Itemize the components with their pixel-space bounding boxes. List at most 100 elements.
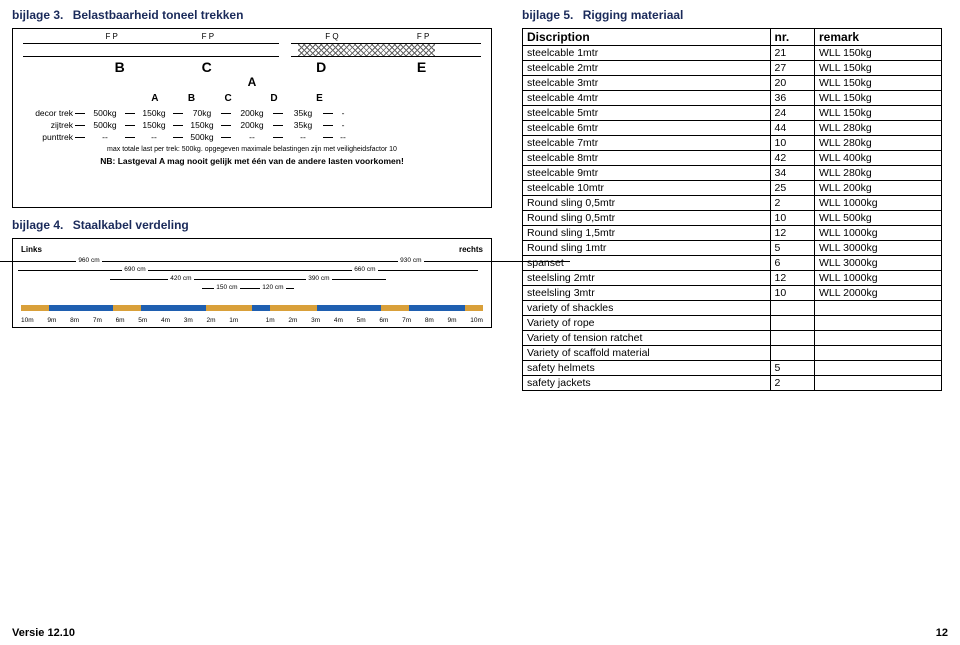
fq-label: F Q (325, 32, 338, 41)
table-cell: 34 (770, 166, 814, 181)
table-cell: Variety of scaffold material (523, 346, 771, 361)
dim-label: 660 cm (352, 266, 377, 273)
col-header: A (151, 93, 158, 104)
bijlage4-heading: bijlage 4. Staalkabel verdeling (12, 218, 492, 232)
table-row: steelsling 3mtr10WLL 2000kg (523, 286, 942, 301)
footer-version: Versie 12.10 (12, 627, 75, 639)
table-row: Variety of tension ratchet (523, 331, 942, 346)
ruler-tick: 4m (161, 317, 170, 324)
table-cell: Round sling 0,5mtr (523, 211, 771, 226)
ruler-tick: 6m (379, 317, 388, 324)
table-cell: 5 (770, 241, 814, 256)
fp-label: F P (105, 32, 117, 41)
load-cell: 150kg (183, 120, 221, 130)
load-cell: -- (85, 132, 125, 142)
links-label: Links (21, 245, 42, 254)
load-cell: -- (283, 132, 323, 142)
table-cell: steelcable 2mtr (523, 61, 771, 76)
table-cell: 24 (770, 106, 814, 121)
table-row: steelcable 1mtr21WLL 150kg (523, 46, 942, 61)
rechts-label: rechts (459, 245, 483, 254)
ruler-tick: 8m (425, 317, 434, 324)
big-letter: E (417, 59, 426, 75)
dim-label: 960 cm (76, 257, 101, 264)
load-cell: - (333, 108, 353, 118)
table-cell: 10 (770, 211, 814, 226)
table-cell: WLL 280kg (815, 121, 942, 136)
table-cell: steelcable 7mtr (523, 136, 771, 151)
table-cell: steelcable 8mtr (523, 151, 771, 166)
table-cell: 12 (770, 271, 814, 286)
table-cell: 10 (770, 136, 814, 151)
load-cell: -- (231, 132, 273, 142)
table-row: Round sling 0,5mtr10WLL 500kg (523, 211, 942, 226)
load-cell: 200kg (231, 108, 273, 118)
ruler-tick: 10m (470, 317, 483, 324)
table-cell: WLL 3000kg (815, 256, 942, 271)
bar-segment (113, 305, 141, 311)
table-cell (770, 346, 814, 361)
table-cell: 6 (770, 256, 814, 271)
bijlage4-prefix: bijlage 4. (12, 218, 63, 232)
table-row: safety helmets5 (523, 361, 942, 376)
ruler-tick: 2m (288, 317, 297, 324)
bijlage5-heading: bijlage 5. Rigging materiaal (522, 8, 942, 22)
table-cell: steelcable 10mtr (523, 181, 771, 196)
big-letter: D (316, 59, 326, 75)
ruler-tick: 5m (138, 317, 147, 324)
center-a: A (23, 75, 481, 89)
bijlage3-diagram: F P F P F Q F P BCDE A ABCDE decor trek5… (12, 28, 492, 208)
bijlage5-title: Rigging materiaal (583, 8, 684, 22)
ruler-tick: 1m (229, 317, 238, 324)
table-cell: 42 (770, 151, 814, 166)
big-letter: B (115, 59, 125, 75)
table-row: steelcable 9mtr34WLL 280kg (523, 166, 942, 181)
dim-label: 930 cm (398, 257, 423, 264)
ruler-tick: 9m (47, 317, 56, 324)
table-row: Variety of scaffold material (523, 346, 942, 361)
table-cell (815, 376, 942, 391)
table-cell (815, 331, 942, 346)
row-label: decor trek (23, 108, 75, 118)
table-cell: 21 (770, 46, 814, 61)
table-row: steelcable 5mtr24WLL 150kg (523, 106, 942, 121)
ruler-tick: 5m (357, 317, 366, 324)
bar-segment (141, 305, 206, 311)
table-cell: variety of shackles (523, 301, 771, 316)
table-row: steelcable 2mtr27WLL 150kg (523, 61, 942, 76)
table-cell: WLL 150kg (815, 106, 942, 121)
table-row: steelcable 7mtr10WLL 280kg (523, 136, 942, 151)
table-cell: steelcable 3mtr (523, 76, 771, 91)
color-bar (21, 305, 483, 311)
table-cell: WLL 500kg (815, 211, 942, 226)
footer: Versie 12.10 12 (12, 627, 948, 639)
table-cell: Variety of tension ratchet (523, 331, 771, 346)
footer-page: 12 (936, 627, 948, 639)
table-cell: steelcable 4mtr (523, 91, 771, 106)
hatched-region (298, 44, 435, 56)
load-cell: 200kg (231, 120, 273, 130)
table-cell: WLL 1000kg (815, 196, 942, 211)
table-cell: 2 (770, 196, 814, 211)
table-cell: 36 (770, 91, 814, 106)
load-grid: decor trek500kg150kg70kg200kg35kg-zijtre… (23, 107, 481, 143)
table-cell: WLL 150kg (815, 61, 942, 76)
table-cell: 10 (770, 286, 814, 301)
col-header: C (225, 93, 232, 104)
table-cell: Variety of rope (523, 316, 771, 331)
ruler-tick: 9m (448, 317, 457, 324)
table-cell (815, 301, 942, 316)
note2: NB: Lastgeval A mag nooit gelijk met één… (23, 156, 481, 166)
table-header: nr. (770, 29, 814, 46)
table-cell: WLL 150kg (815, 91, 942, 106)
bar-segment (465, 305, 483, 311)
load-cell: -- (333, 132, 353, 142)
table-row: steelcable 6mtr44WLL 280kg (523, 121, 942, 136)
ruler: 10m9m8m7m6m5m4m3m2m1m1m2m3m4m5m6m7m8m9m1… (21, 317, 483, 324)
ruler-tick: 3m (184, 317, 193, 324)
load-cell: 150kg (135, 120, 173, 130)
table-row: safety jackets2 (523, 376, 942, 391)
table-cell: safety jackets (523, 376, 771, 391)
bar-segment (49, 305, 114, 311)
table-cell: WLL 200kg (815, 181, 942, 196)
